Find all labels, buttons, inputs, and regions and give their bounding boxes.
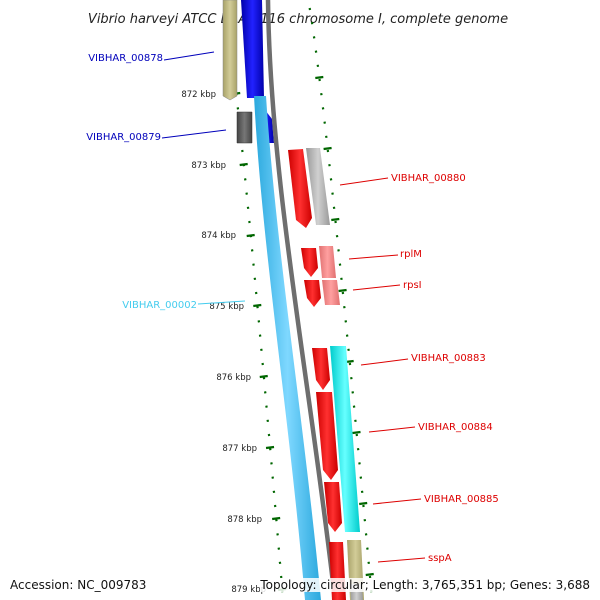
cyan-gene-track — [254, 96, 321, 600]
chromosome-backbone — [265, 0, 338, 600]
kbp-major-tick — [259, 374, 268, 379]
outer-major-tick — [352, 430, 361, 435]
kbp-tick-label: 873 kbp — [191, 161, 226, 171]
gene-label-rplm[interactable]: rplM — [400, 249, 422, 260]
kbp-major-tick — [272, 516, 281, 521]
inner-tick-ring: 872 kbp 873 kbp 874 kbp 875 kbp 876 kbp … — [181, 7, 287, 595]
kbp-major-tick — [246, 233, 255, 238]
outer-major-tick — [359, 501, 368, 506]
map-title: Vibrio harveyi ATCC BAA-1116 chromosome … — [88, 12, 508, 27]
gene-cyan-00883-00885 — [330, 346, 360, 532]
gene-vibhar-00880-arrow — [288, 149, 312, 228]
gene-label-vibhar-00884[interactable]: VIBHAR_00884 — [418, 422, 493, 433]
kbp-tick-label: 878 kbp — [227, 515, 262, 525]
outer-dotted-ring — [308, 7, 374, 593]
kbp-tick-label: 874 kbp — [201, 231, 236, 241]
genome-summary-text: Topology: circular; Length: 3,765,351 bp… — [260, 578, 590, 592]
gene-vibhar-00884-arrow — [316, 392, 338, 480]
kbp-major-tick — [265, 445, 275, 450]
kbp-major-tick — [239, 162, 248, 167]
gene-vibhar-00883-arrow — [312, 348, 330, 390]
gene-label-vibhar-00878[interactable]: VIBHAR_00878 — [88, 53, 163, 64]
gene-dark-grey — [236, 111, 253, 144]
gene-grey-00880 — [306, 148, 330, 225]
outer-major-tick — [338, 288, 347, 293]
kbp-tick-label: 872 kbp — [181, 90, 216, 100]
gene-vibhar-00885-arrow — [324, 482, 342, 532]
gene-label-rpsi[interactable]: rpsI — [403, 280, 422, 291]
gene-label-vibhar-00883[interactable]: VIBHAR_00883 — [411, 353, 486, 364]
gene-label-sspa[interactable]: sspA — [428, 553, 452, 564]
gene-rplm-pink — [319, 246, 336, 278]
gene-khaki-top — [222, 0, 238, 101]
gene-label-vibhar-00880[interactable]: VIBHAR_00880 — [391, 173, 466, 184]
kbp-tick-label: 879 kbp — [231, 585, 266, 595]
gene-rplm-arrow — [301, 248, 318, 277]
accession-text: Accession: NC_009783 — [10, 578, 147, 592]
kbp-tick-label: 876 kbp — [216, 373, 251, 383]
outer-major-tick — [323, 146, 332, 151]
outer-major-tick — [365, 572, 374, 577]
gene-label-vibhar-00002[interactable]: VIBHAR_00002 — [122, 300, 197, 311]
gene-label-vibhar-00885[interactable]: VIBHAR_00885 — [424, 494, 499, 505]
label-leaders — [161, 51, 426, 563]
outer-major-tick — [315, 75, 324, 80]
outer-major-tick — [331, 217, 340, 222]
kbp-tick-label: 877 kbp — [222, 444, 257, 454]
blue-gene-track — [241, 0, 264, 98]
gene-label-vibhar-00879[interactable]: VIBHAR_00879 — [86, 132, 161, 143]
gene-rpsi-arrow — [304, 280, 321, 307]
gene-rpsi-pink — [322, 280, 340, 305]
kbp-major-tick — [253, 303, 262, 308]
kbp-tick-label: 875 kbp — [209, 302, 244, 312]
